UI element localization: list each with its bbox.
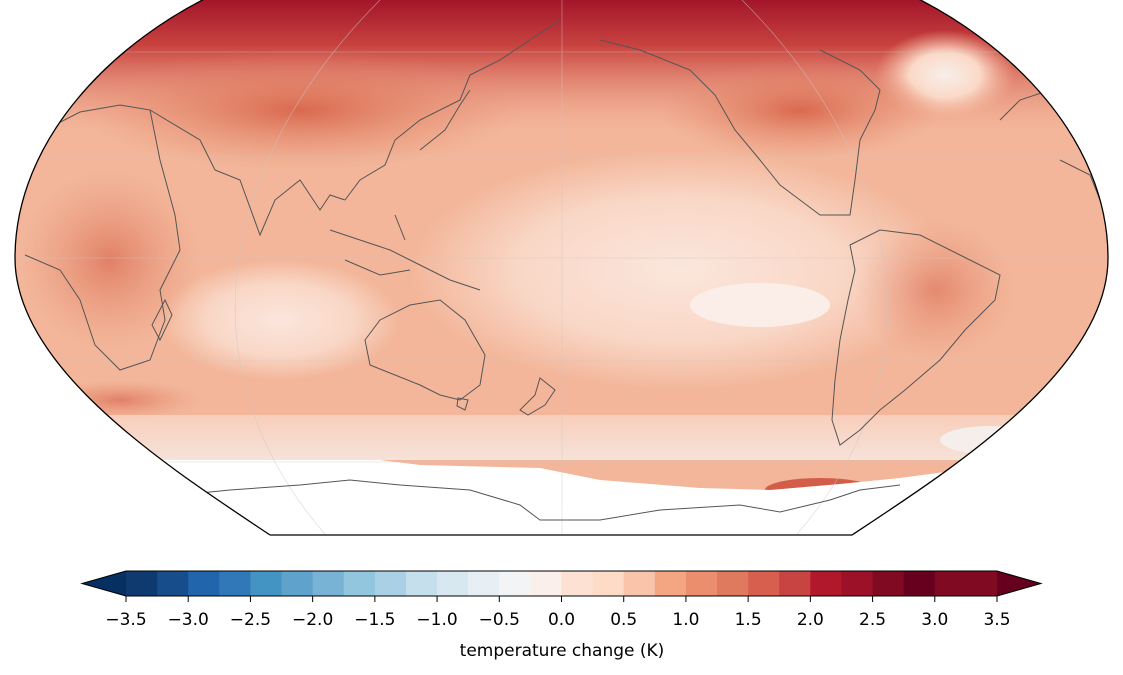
colorbar-tick-label: −0.5 xyxy=(479,610,520,630)
colorbar-segment xyxy=(779,571,811,596)
colorbar-tick-label: 1.5 xyxy=(735,610,762,630)
colorbar-tick-label: 3.0 xyxy=(921,610,948,630)
map-boundary xyxy=(14,0,1109,536)
southern-ocean-band xyxy=(15,415,1108,460)
colorbar-segment xyxy=(157,571,189,596)
colorbar-segment xyxy=(281,571,314,596)
warm-patch-south-america xyxy=(855,220,1015,360)
colorbar-tick-label: −3.0 xyxy=(168,610,209,630)
colorbar-tick-label: −2.0 xyxy=(292,610,333,630)
coast-antarctica xyxy=(179,479,901,521)
colorbar-extend-max xyxy=(997,571,1041,596)
colorbar-segment xyxy=(748,571,780,596)
warm-patch-africa xyxy=(20,170,200,350)
colorbar-tick-label: 3.5 xyxy=(983,610,1010,630)
coast-arabia-india xyxy=(149,109,346,237)
indian-ocean-weak-warming-region xyxy=(160,260,400,380)
warm-patch-north-america xyxy=(660,60,940,160)
coast-madagascar xyxy=(151,298,173,342)
colorbar-segment xyxy=(374,571,407,596)
colorbar-segment xyxy=(872,571,905,596)
colorbar: −3.5 −3.0 −2.5 −2.0 −1.5 −1.0 −0.5 0.0 0.5 1.0 1.5… xyxy=(80,570,1043,661)
coast-south-america xyxy=(831,229,1001,446)
colorbar-tick-label: −1.0 xyxy=(416,610,457,630)
colorbar-segment xyxy=(654,571,687,596)
colorbar-tick-label: 2.0 xyxy=(797,610,824,630)
colorbar-segment xyxy=(841,571,874,596)
warm-patch-south-indian xyxy=(40,380,200,420)
colorbar-tick-label: 2.5 xyxy=(859,610,886,630)
colorbar-ticks: −3.5 −3.0 −2.5 −2.0 −1.5 −1.0 −0.5 0.0 0.5 1.0 1.5… xyxy=(105,596,1011,630)
coast-tasmania xyxy=(456,397,469,411)
colorbar-segment xyxy=(934,571,967,596)
coastlines xyxy=(24,19,1101,521)
coast-se-asia-islands xyxy=(329,214,481,291)
no-data-region-antarctica xyxy=(15,445,1108,535)
colorbar-segment xyxy=(405,571,438,596)
colorbar-segment xyxy=(250,571,283,596)
colorbar-segment xyxy=(717,571,749,596)
coast-new-zealand xyxy=(519,377,556,416)
coast-east-asia xyxy=(344,19,561,201)
south-atlantic-pale-patch xyxy=(940,426,1040,454)
colorbar-segment xyxy=(343,571,376,596)
colorbar-tick-label: 0.5 xyxy=(610,610,637,630)
colorbar-segment xyxy=(623,571,656,596)
colorbar-segment xyxy=(530,571,563,596)
colorbar-tick-label: −2.5 xyxy=(230,610,271,630)
graticule xyxy=(15,0,1108,535)
colorbar-segment xyxy=(965,571,998,596)
colorbar-segments xyxy=(80,570,1043,597)
colorbar-segment xyxy=(592,571,625,596)
colorbar-segment xyxy=(810,571,843,596)
colorbar-label: temperature change (K) xyxy=(460,641,665,661)
world-map xyxy=(15,0,1108,535)
colorbar-segment xyxy=(468,571,500,596)
colorbar-segment xyxy=(561,571,594,596)
colorbar-tick-label: −3.5 xyxy=(105,610,146,630)
colorbar-tick-label: 1.0 xyxy=(672,610,699,630)
colorbar-segment xyxy=(685,571,718,596)
colorbar-segment xyxy=(903,571,936,596)
colorbar-segment xyxy=(499,571,531,596)
colorbar-segment xyxy=(188,571,220,596)
pacific-weak-warming-region xyxy=(410,150,950,390)
warm-patch-eurasia xyxy=(80,50,520,170)
colorbar-tick-label: 0.0 xyxy=(548,610,575,630)
colorbar-segment xyxy=(126,571,158,596)
colorbar-segment xyxy=(219,571,252,596)
pacific-minimum-patch xyxy=(690,283,830,327)
coast-japan xyxy=(419,89,471,151)
coast-australia xyxy=(364,299,486,401)
colorbar-tick-label: −1.5 xyxy=(354,610,395,630)
colorbar-segment xyxy=(437,571,469,596)
coast-north-america xyxy=(599,39,881,216)
colorbar-segment xyxy=(312,571,345,596)
colorbar-extend-min xyxy=(82,571,126,596)
coast-africa xyxy=(24,104,181,371)
